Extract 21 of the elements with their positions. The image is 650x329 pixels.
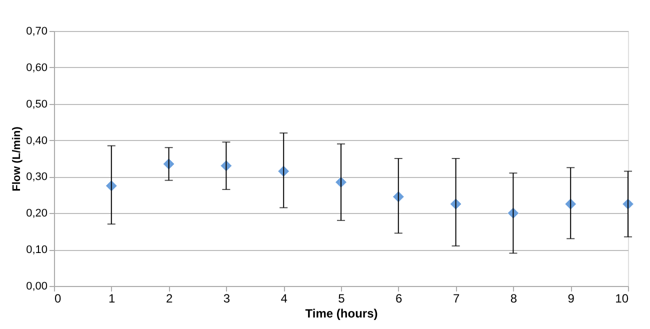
x-axis-title: Time (hours): [305, 306, 378, 320]
x-tick-label: 6: [396, 292, 403, 306]
y-tick-label: 0,20: [26, 208, 48, 220]
x-tick-label: 2: [166, 292, 173, 306]
x-tick-label: 0: [54, 292, 62, 306]
x-tick-label: 10: [615, 292, 629, 306]
x-tick-label: 7: [452, 292, 460, 306]
y-tick-label: 0,00: [26, 280, 48, 292]
y-tick-label: 0,10: [26, 244, 48, 256]
x-tick-label: 1: [108, 292, 116, 306]
y-tick-label: 0,40: [26, 134, 48, 147]
y-axis-title: Flow (L/min): [11, 126, 24, 192]
y-tick-label: 0,60: [26, 62, 48, 74]
x-tick-label: 9: [568, 292, 575, 306]
x-tick-label: 5: [338, 292, 346, 306]
y-tick-label: 0,50: [26, 98, 48, 110]
x-tick-label: 3: [223, 292, 230, 306]
y-tick-label: 0,30: [26, 171, 48, 184]
y-tick-label: 0,70: [26, 26, 48, 38]
x-tick-label: 4: [280, 292, 288, 306]
x-tick-label: 8: [510, 292, 518, 306]
